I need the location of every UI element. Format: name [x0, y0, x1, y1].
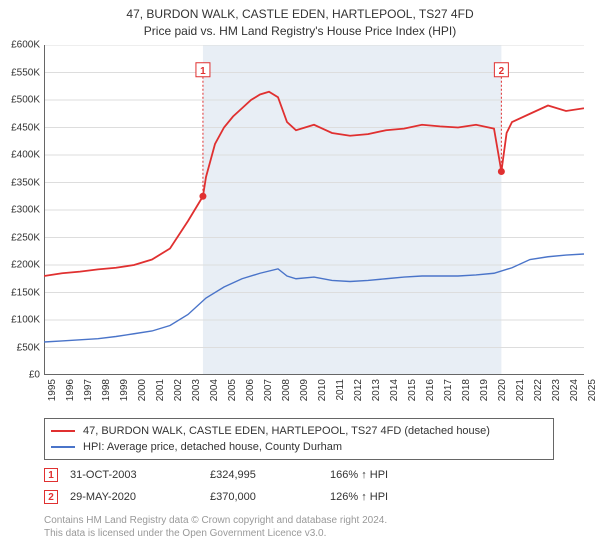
chart-container: 47, BURDON WALK, CASTLE EDEN, HARTLEPOOL…: [0, 0, 600, 560]
x-tick-label: 2003: [191, 379, 202, 409]
chart-titles: 47, BURDON WALK, CASTLE EDEN, HARTLEPOOL…: [0, 0, 600, 40]
x-tick-label: 2000: [137, 379, 148, 409]
x-tick-label: 2018: [461, 379, 472, 409]
x-tick-label: 2011: [335, 379, 346, 409]
x-tick-label: 2007: [263, 379, 274, 409]
x-tick-label: 2020: [497, 379, 508, 409]
x-tick-label: 2023: [551, 379, 562, 409]
x-tick-label: 2016: [425, 379, 436, 409]
x-tick-label: 1996: [65, 379, 76, 409]
x-tick-label: 2025: [587, 379, 598, 409]
x-tick-label: 2021: [515, 379, 526, 409]
title-address: 47, BURDON WALK, CASTLE EDEN, HARTLEPOOL…: [0, 6, 600, 23]
x-tick-label: 2015: [407, 379, 418, 409]
transaction-marker-icon: 2: [44, 490, 58, 504]
footnote-line1: Contains HM Land Registry data © Crown c…: [44, 514, 387, 527]
y-tick-label: £350K: [11, 177, 40, 188]
x-tick-label: 2013: [371, 379, 382, 409]
x-tick-label: 2002: [173, 379, 184, 409]
y-tick-label: £0: [29, 370, 40, 381]
y-tick-label: £400K: [11, 150, 40, 161]
y-tick-label: £200K: [11, 260, 40, 271]
x-tick-label: 1999: [119, 379, 130, 409]
x-tick-label: 2005: [227, 379, 238, 409]
x-tick-label: 2014: [389, 379, 400, 409]
legend-row: HPI: Average price, detached house, Coun…: [51, 439, 547, 455]
y-tick-label: £300K: [11, 205, 40, 216]
legend-swatch: [51, 446, 75, 448]
legend-swatch: [51, 430, 75, 432]
y-tick-label: £450K: [11, 122, 40, 133]
transaction-date: 31-OCT-2003: [70, 469, 210, 481]
y-tick-label: £100K: [11, 315, 40, 326]
x-tick-label: 1998: [101, 379, 112, 409]
y-tick-label: £550K: [11, 67, 40, 78]
legend-label: 47, BURDON WALK, CASTLE EDEN, HARTLEPOOL…: [83, 425, 490, 437]
transaction-pct: 126% ↑ HPI: [330, 491, 450, 503]
x-tick-label: 2012: [353, 379, 364, 409]
footnote-line2: This data is licensed under the Open Gov…: [44, 527, 387, 540]
chart-svg: 12: [44, 45, 584, 375]
legend-box: 47, BURDON WALK, CASTLE EDEN, HARTLEPOOL…: [44, 418, 554, 460]
x-tick-label: 2017: [443, 379, 454, 409]
transaction-row: 1 31-OCT-2003£324,995166% ↑ HPI: [44, 464, 564, 486]
x-tick-label: 2006: [245, 379, 256, 409]
title-subtitle: Price paid vs. HM Land Registry's House …: [0, 23, 600, 40]
chart-plot-wrap: 12 £0£50K£100K£150K£200K£250K£300K£350K£…: [44, 45, 584, 400]
svg-text:2: 2: [499, 66, 505, 77]
legend-row: 47, BURDON WALK, CASTLE EDEN, HARTLEPOOL…: [51, 423, 547, 439]
transaction-price: £324,995: [210, 469, 330, 481]
x-tick-label: 2024: [569, 379, 580, 409]
x-tick-label: 1997: [83, 379, 94, 409]
y-tick-label: £150K: [11, 287, 40, 298]
y-tick-label: £500K: [11, 95, 40, 106]
x-tick-label: 2004: [209, 379, 220, 409]
transaction-row: 2 29-MAY-2020£370,000126% ↑ HPI: [44, 486, 564, 508]
transaction-date: 29-MAY-2020: [70, 491, 210, 503]
y-tick-label: £600K: [11, 40, 40, 51]
y-tick-label: £50K: [17, 342, 40, 353]
transactions-table: 1 31-OCT-2003£324,995166% ↑ HPI 2 29-MAY-20…: [44, 464, 564, 508]
x-tick-label: 2009: [299, 379, 310, 409]
x-tick-label: 2022: [533, 379, 544, 409]
transaction-marker-icon: 1: [44, 468, 58, 482]
transaction-pct: 166% ↑ HPI: [330, 469, 450, 481]
x-tick-label: 2010: [317, 379, 328, 409]
transaction-price: £370,000: [210, 491, 330, 503]
y-tick-label: £250K: [11, 232, 40, 243]
x-tick-label: 2001: [155, 379, 166, 409]
legend-label: HPI: Average price, detached house, Coun…: [83, 441, 342, 453]
x-tick-label: 2008: [281, 379, 292, 409]
svg-text:1: 1: [200, 66, 206, 77]
x-tick-label: 1995: [47, 379, 58, 409]
x-tick-label: 2019: [479, 379, 490, 409]
footnote: Contains HM Land Registry data © Crown c…: [44, 514, 387, 540]
